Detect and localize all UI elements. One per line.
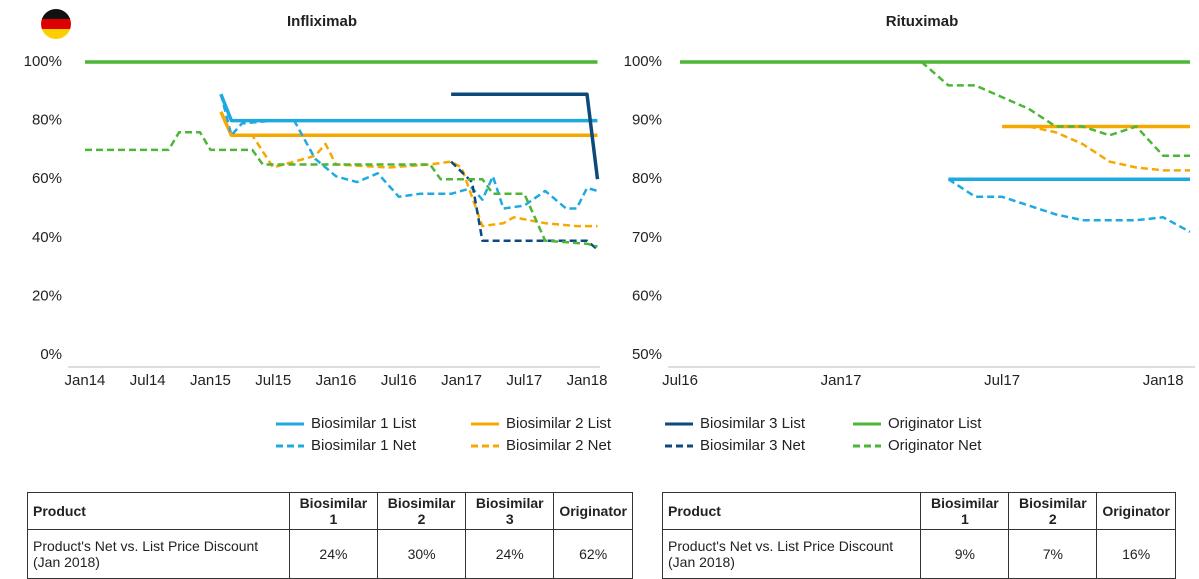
- header-cell: Biosimilar 2: [1008, 492, 1098, 530]
- table: Product Biosimilar 1 Biosimilar 2 Biosimila…: [27, 492, 633, 579]
- legend-label: Biosimilar 1 Net: [311, 437, 417, 454]
- x-tick-label: Jul16: [381, 372, 417, 389]
- legend-label: Biosimilar 1 List: [311, 415, 417, 432]
- x-tick-label: Jul15: [255, 372, 291, 389]
- y-tick-label: 70%: [632, 229, 662, 246]
- table-cell: Product's Net vs. List Price Discount (J…: [661, 529, 922, 579]
- y-tick-label: 100%: [624, 53, 662, 70]
- series-line: [219, 111, 598, 228]
- series-line: [85, 131, 598, 248]
- legend-label: Biosimilar 2 List: [506, 415, 612, 432]
- table-cell: 62%: [553, 529, 633, 579]
- table-row: Product's Net vs. List Price Discount (J…: [661, 529, 1176, 579]
- header-cell: Biosimilar 1: [920, 492, 1010, 530]
- table-cell: 7%: [1008, 529, 1098, 579]
- legend-label: Biosimilar 3 Net: [700, 437, 806, 454]
- series-line: [219, 93, 598, 210]
- y-tick-label: 80%: [632, 170, 662, 187]
- series-line: [947, 178, 1191, 233]
- header-cell: Biosimilar 3: [465, 492, 555, 530]
- x-tick-label: Jan16: [316, 372, 357, 389]
- y-tick-label: 90%: [632, 112, 662, 129]
- series-line: [219, 93, 598, 123]
- header-cell: Biosimilar 1: [288, 492, 379, 530]
- x-tick-label: Jan17: [441, 372, 482, 389]
- y-tick-label: 0%: [40, 346, 62, 363]
- legend-label: Biosimilar 3 List: [700, 415, 806, 432]
- series-line: [219, 111, 598, 138]
- y-tick-label: 50%: [632, 346, 662, 363]
- x-tick-label: Jan18: [567, 372, 608, 389]
- header-row: Product Biosimilar 1 Biosimilar 2 Originato…: [661, 492, 1176, 530]
- chart: Infliximab 0% 20% 40% 60% 80% 100% Jan14 Jul14 Ja…: [24, 9, 1195, 454]
- y-tick-label: 40%: [32, 229, 62, 246]
- x-tick-label: Jan17: [821, 372, 862, 389]
- table-cell: 24%: [465, 529, 555, 579]
- chart-title: Infliximab: [287, 13, 357, 30]
- y-tick-label: 100%: [24, 53, 62, 70]
- x-tick-label: Jan14: [65, 372, 106, 389]
- header-cell: Product: [661, 492, 922, 530]
- chart-title: Rituximab: [886, 13, 959, 30]
- x-tick-label: Jul17: [984, 372, 1020, 389]
- table-row: Product's Net vs. List Price Discount (J…: [27, 529, 633, 579]
- legend-label: Biosimilar 2 Net: [506, 437, 612, 454]
- x-tick-label: Jan15: [190, 372, 231, 389]
- legend-label: Originator Net: [888, 437, 982, 454]
- y-tick-label: 60%: [32, 170, 62, 187]
- table-cell: Product's Net vs. List Price Discount (J…: [27, 529, 290, 579]
- series-line: [450, 160, 599, 251]
- table-cell: 30%: [376, 529, 467, 579]
- y-tick-label: 60%: [632, 287, 662, 304]
- y-tick-label: 80%: [32, 112, 62, 129]
- header-row: Product Biosimilar 1 Biosimilar 2 Biosimila…: [27, 492, 633, 530]
- table-cell: 16%: [1096, 529, 1176, 579]
- series-line: [920, 61, 1190, 158]
- table-cell: 24%: [288, 529, 379, 579]
- x-tick-label: Jul17: [506, 372, 542, 389]
- header-cell: Originator: [553, 492, 633, 530]
- header-cell: Biosimilar 2: [376, 492, 467, 530]
- table: Product Biosimilar 1 Biosimilar 2 Originato…: [661, 492, 1176, 579]
- header-cell: Originator: [1096, 492, 1176, 530]
- legend-label: Originator List: [888, 415, 982, 432]
- x-tick-label: Jan18: [1143, 372, 1184, 389]
- x-tick-label: Jul16: [662, 372, 698, 389]
- series-line: [451, 92, 600, 180]
- series-line: [1028, 125, 1190, 172]
- flag-icon: [41, 9, 71, 39]
- header-cell: Product: [27, 492, 290, 530]
- y-tick-label: 20%: [32, 287, 62, 304]
- x-tick-label: Jul14: [130, 372, 166, 389]
- table-cell: 9%: [920, 529, 1010, 579]
